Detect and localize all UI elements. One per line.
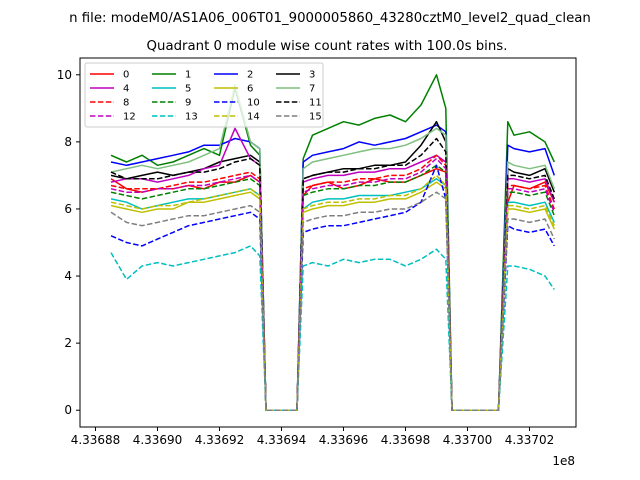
series-line-13 <box>110 245 555 411</box>
x-tick-label: 4.33698 <box>381 433 431 447</box>
legend-label-10: 10 <box>247 98 260 109</box>
x-axis: 4.33688 4.33690 4.33692 4.33694 4.33696 4.336… <box>71 427 555 447</box>
y-tick-label: 6 <box>64 202 72 216</box>
legend-label-4: 4 <box>123 84 129 95</box>
x-tick-label: 4.33700 <box>443 433 493 447</box>
x-tick-label: 4.33696 <box>319 433 369 447</box>
x-tick-label: 4.33692 <box>195 433 245 447</box>
y-tick-label: 10 <box>57 68 72 82</box>
legend-label-14: 14 <box>247 112 260 123</box>
legend-label-5: 5 <box>185 84 191 95</box>
series-line-12 <box>110 157 555 411</box>
x-tick-label: 4.33690 <box>133 433 183 447</box>
figure-suptitle: n file: modeM0/AS1A06_006T01_9000005860_… <box>69 11 591 26</box>
legend-box <box>84 62 324 128</box>
y-tick-label: 0 <box>64 403 72 417</box>
legend-label-8: 8 <box>123 98 129 109</box>
legend-label-6: 6 <box>247 84 253 95</box>
x-offset-label: 1e8 <box>552 454 575 468</box>
legend-label-11: 11 <box>309 98 322 109</box>
legend-label-1: 1 <box>185 70 191 81</box>
legend-label-0: 0 <box>123 70 129 81</box>
legend-label-15: 15 <box>309 112 322 123</box>
series-line-11 <box>110 137 555 411</box>
legend-label-9: 9 <box>185 98 191 109</box>
x-tick-label: 4.33688 <box>71 433 121 447</box>
plot-frame <box>79 57 577 428</box>
y-tick-label: 4 <box>64 269 72 283</box>
series-line-15 <box>110 191 555 411</box>
chart-title: Quadrant 0 module wise count rates with … <box>147 39 508 54</box>
x-tick-label: 4.33702 <box>505 433 555 447</box>
legend-label-12: 12 <box>123 112 136 123</box>
legend-label-3: 3 <box>309 70 315 81</box>
y-axis: 0 2 4 6 8 10 <box>57 68 80 417</box>
legend-label-13: 13 <box>185 112 198 123</box>
series-layer <box>110 74 556 411</box>
legend-label-7: 7 <box>309 84 315 95</box>
x-tick-label: 4.33694 <box>257 433 307 447</box>
legend-label-2: 2 <box>247 70 253 81</box>
y-tick-label: 8 <box>64 135 72 149</box>
y-tick-label: 2 <box>64 336 72 350</box>
